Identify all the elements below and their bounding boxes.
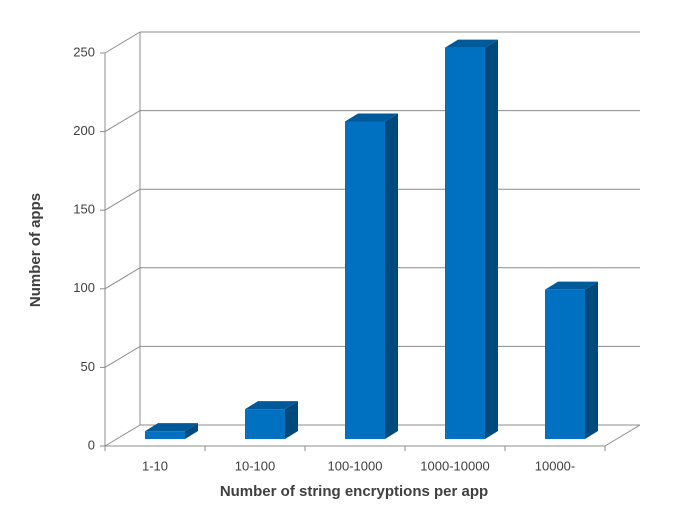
x-tick-label: 10000- xyxy=(535,458,575,473)
bar xyxy=(545,289,585,439)
grid-line xyxy=(104,31,141,54)
bar-side xyxy=(585,281,598,439)
bar-side xyxy=(285,401,298,439)
bar-top xyxy=(545,281,598,290)
bar xyxy=(145,431,185,439)
x-tick-label: 100-1000 xyxy=(328,458,383,473)
bar xyxy=(445,47,485,440)
grid-line xyxy=(104,188,141,211)
y-tick-label: 100 xyxy=(73,280,95,295)
x-tick-label: 1-10 xyxy=(142,458,168,473)
y-tick-label: 200 xyxy=(73,123,95,138)
grid-line xyxy=(104,110,141,133)
bar-top xyxy=(245,401,298,410)
x-tick-label: 10-100 xyxy=(235,458,275,473)
floor-edge xyxy=(604,424,641,447)
bar xyxy=(245,409,285,439)
y-tick-label: 50 xyxy=(81,359,95,374)
y-tick-label: 250 xyxy=(73,44,95,59)
x-axis-title: Number of string encryptions per app xyxy=(220,483,488,500)
y-axis-title: Number of apps xyxy=(27,193,44,307)
bar-top xyxy=(445,39,498,48)
bar-side xyxy=(185,423,198,439)
bar-top xyxy=(145,423,198,432)
grid-line xyxy=(104,424,141,447)
y-tick-label: 150 xyxy=(73,202,95,217)
bar-side xyxy=(485,39,498,440)
grid-line xyxy=(104,267,141,290)
bar xyxy=(345,121,385,440)
grid-line xyxy=(104,345,141,368)
x-tick-label: 1000-10000 xyxy=(420,458,489,473)
y-tick-label: 0 xyxy=(88,437,95,452)
bar-side xyxy=(385,113,398,440)
bar-top xyxy=(345,113,398,122)
